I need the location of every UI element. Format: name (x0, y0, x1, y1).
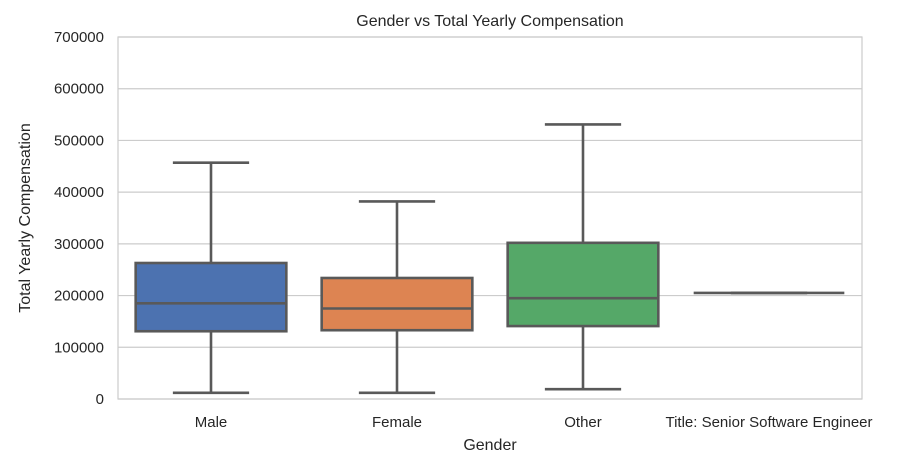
x-tick-label: Male (195, 414, 228, 431)
x-tick-label: Female (372, 414, 422, 431)
x-tick-label: Other (564, 414, 602, 431)
y-tick-label: 700000 (54, 29, 104, 46)
y-tick-label: 200000 (54, 288, 104, 305)
iqr-box (134, 261, 288, 333)
x-axis-label: Gender (463, 437, 517, 454)
box-3 (506, 123, 660, 391)
y-tick-label: 300000 (54, 236, 104, 253)
box-1 (134, 161, 288, 395)
iqr-box (320, 276, 474, 332)
x-tick-label: Title: Senior Software Engineer (665, 414, 872, 431)
box-2 (320, 200, 474, 395)
plot-area-frame (117, 36, 863, 400)
y-tick-label: 500000 (54, 132, 104, 149)
chart-title: Gender vs Total Yearly Compensation (356, 13, 623, 30)
y-axis-label: Total Yearly Compensation (17, 123, 34, 312)
iqr-box (506, 241, 660, 328)
y-tick-label: 100000 (54, 339, 104, 356)
grid-lines (118, 36, 862, 400)
y-tick-label: 400000 (54, 184, 104, 201)
box-series (134, 123, 845, 395)
y-axis-ticks: 0 100000 200000 300000 400000 500000 600000 700… (54, 29, 104, 408)
y-tick-label: 600000 (54, 81, 104, 98)
x-axis-ticks: Male Female Other Title: Senior Software En… (195, 414, 873, 431)
y-tick-label: 0 (96, 391, 104, 408)
